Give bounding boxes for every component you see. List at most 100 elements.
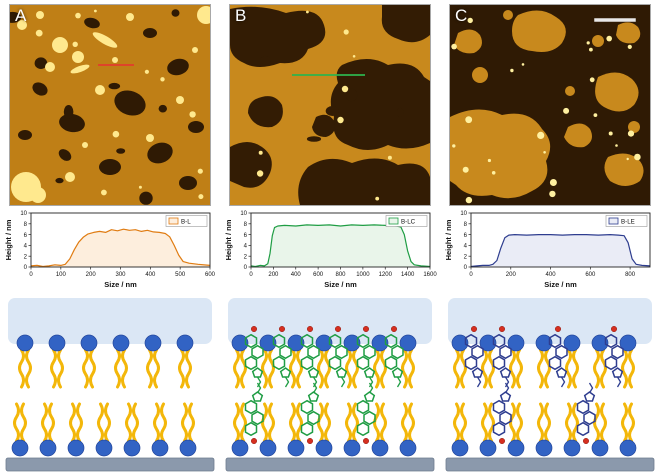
lipid-tail: [460, 348, 467, 389]
svg-text:1000: 1000: [356, 272, 370, 278]
lipid-tail: [114, 348, 121, 389]
panel-label-a: A: [15, 6, 27, 25]
lipid-head: [371, 334, 389, 352]
sterol-ring: [272, 355, 286, 371]
lipid-tail: [233, 402, 240, 443]
lipid-tail: [628, 348, 635, 389]
sterol-molecule: [300, 326, 320, 388]
sterol-molecule: [604, 326, 624, 388]
sterol-tail: [312, 382, 318, 394]
lipid-head: [67, 439, 85, 457]
lipid-head: [95, 439, 113, 457]
lipid-head: [39, 439, 57, 457]
lipid-head: [151, 439, 169, 457]
lipid-tail: [289, 402, 296, 443]
sterol-ring: [492, 421, 506, 437]
lipid-molecule: [16, 334, 34, 389]
legend-swatch: [608, 217, 619, 225]
sterol-molecule: [384, 326, 404, 388]
lipid-molecule: [112, 334, 130, 389]
sterol-ring: [363, 410, 376, 426]
sterol-ring: [499, 367, 512, 378]
lipid-head: [451, 439, 469, 457]
lipid-tail: [268, 348, 275, 389]
sterol-ring: [492, 333, 506, 349]
lipid-tail: [488, 402, 495, 443]
x-axis-label: Size / nm: [324, 280, 357, 289]
lipid-head: [619, 334, 637, 352]
lipid-molecule: [144, 334, 162, 389]
lipid-molecule: [315, 402, 333, 457]
sterol-oh-group: [390, 326, 397, 333]
lipid-molecule: [507, 334, 525, 389]
lipid-tail: [146, 348, 153, 389]
lipid-molecule: [39, 402, 57, 457]
sterol-oh-group: [279, 326, 286, 333]
x-axis-label: Size / nm: [544, 280, 577, 289]
lipid-tail: [509, 402, 516, 443]
sterol-ring: [391, 344, 404, 360]
lipid-tail: [401, 402, 408, 443]
sterol-ring: [555, 344, 568, 360]
sterol-ring: [548, 333, 562, 349]
sterol-ring: [328, 333, 342, 349]
sterol-molecule: [328, 326, 348, 388]
substrate-bar: [5, 457, 215, 472]
svg-text:10: 10: [240, 211, 247, 217]
sterol-ring: [244, 399, 258, 415]
lipid-head: [619, 439, 637, 457]
afm-image-a: A: [0, 0, 220, 208]
height-profile-plot-c: 0 200 400 600 800 0 2 4 6 8 10 Size / nm Height / nm…: [444, 211, 651, 289]
lipid-molecule: [315, 334, 333, 389]
water-layer: [228, 298, 432, 344]
sterol-ring: [300, 355, 314, 371]
sterol-ring: [391, 367, 404, 378]
sterol-molecule: [300, 382, 320, 444]
lipid-tail: [324, 348, 331, 389]
lipid-tail: [76, 402, 83, 443]
lipid-tail: [345, 402, 352, 443]
x-axis-ticks: 0 200 400 600 800: [469, 267, 636, 278]
lipid-molecule: [67, 402, 85, 457]
sterol-molecule: [356, 326, 376, 388]
svg-text:1400: 1400: [401, 272, 415, 278]
height-profile-chart-c: 0 200 400 600 800 0 2 4 6 8 10 Size / nm Height / nm…: [440, 208, 660, 292]
svg-text:0: 0: [24, 265, 28, 271]
sterol-molecule: [244, 326, 264, 388]
lipid-head: [176, 334, 194, 352]
sterol-ring: [471, 344, 484, 360]
sterol-oh-group: [251, 437, 258, 444]
lipid-tail: [408, 348, 415, 389]
sterol-oh-group: [362, 437, 369, 444]
lipid-head: [231, 334, 249, 352]
svg-text:2: 2: [244, 254, 248, 260]
sterol-oh-group: [554, 326, 561, 333]
lipid-molecule: [287, 402, 305, 457]
bright-domains: [256, 10, 392, 201]
lipid-tail: [401, 348, 408, 389]
svg-text:0: 0: [244, 265, 248, 271]
afm-topography-b: [229, 4, 431, 206]
substrate-bar: [445, 457, 655, 472]
lipid-head: [479, 334, 497, 352]
lipid-molecule: [535, 334, 553, 389]
lipid-tail: [628, 402, 635, 443]
afm-topography-c: [449, 4, 651, 206]
lipid-head: [507, 334, 525, 352]
panel-b: B 0 200 400 600 800 1000 1200 1400 1600 0 2 4 6 8 10 Si…: [220, 0, 440, 474]
sterol-molecule: [356, 382, 376, 444]
sterol-oh-group: [471, 326, 478, 333]
lipid-head: [144, 334, 162, 352]
lipid-molecule: [179, 402, 197, 457]
afm-topography-a: [9, 4, 211, 206]
lipid-tail: [178, 348, 185, 389]
lipid-tail: [453, 348, 460, 389]
lipid-tail: [460, 402, 467, 443]
plot-border: [470, 212, 651, 268]
lipid-molecule: [591, 402, 609, 457]
sterol-tail: [476, 376, 482, 388]
sterol-oh-group: [610, 326, 617, 333]
sterol-oh-group: [306, 326, 313, 333]
sterol-ring: [499, 391, 512, 402]
svg-text:500: 500: [175, 272, 186, 278]
